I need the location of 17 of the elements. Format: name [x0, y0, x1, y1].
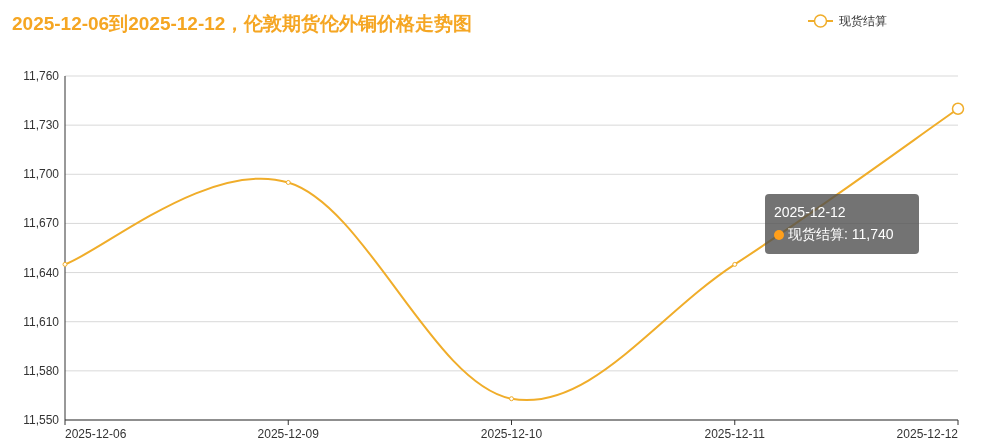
- y-tick-label: 11,580: [23, 363, 60, 378]
- y-tick-label: 11,670: [23, 216, 60, 231]
- x-tick-label: 2025-12-06: [65, 427, 127, 441]
- y-tick-label: 11,610: [23, 314, 60, 329]
- y-tick-label: 11,730: [23, 118, 60, 133]
- annotation: 2025-12-12 现货结算: 11,740: [774, 204, 894, 242]
- x-tick-label: 2025-12-11: [704, 427, 766, 441]
- chart-title: 2025-12-06到2025-12-12，伦敦期货伦外铜价格走势图: [12, 13, 473, 34]
- tooltip: 2025-12-12 现货结算: 11,740: [765, 194, 919, 254]
- legend-label: 现货结算: [839, 14, 887, 28]
- x-tick-label: 2025-12-10: [480, 427, 543, 441]
- y-tick-label: 11,640: [23, 265, 60, 280]
- y-tick-label: 11,550: [23, 413, 60, 427]
- x-tick-label: 2025-12-09: [257, 427, 320, 441]
- y-tick-label: 11,760: [23, 69, 60, 83]
- x-tick-label: 2025-12-12: [896, 427, 959, 441]
- y-tick-label: 11,700: [23, 167, 60, 182]
